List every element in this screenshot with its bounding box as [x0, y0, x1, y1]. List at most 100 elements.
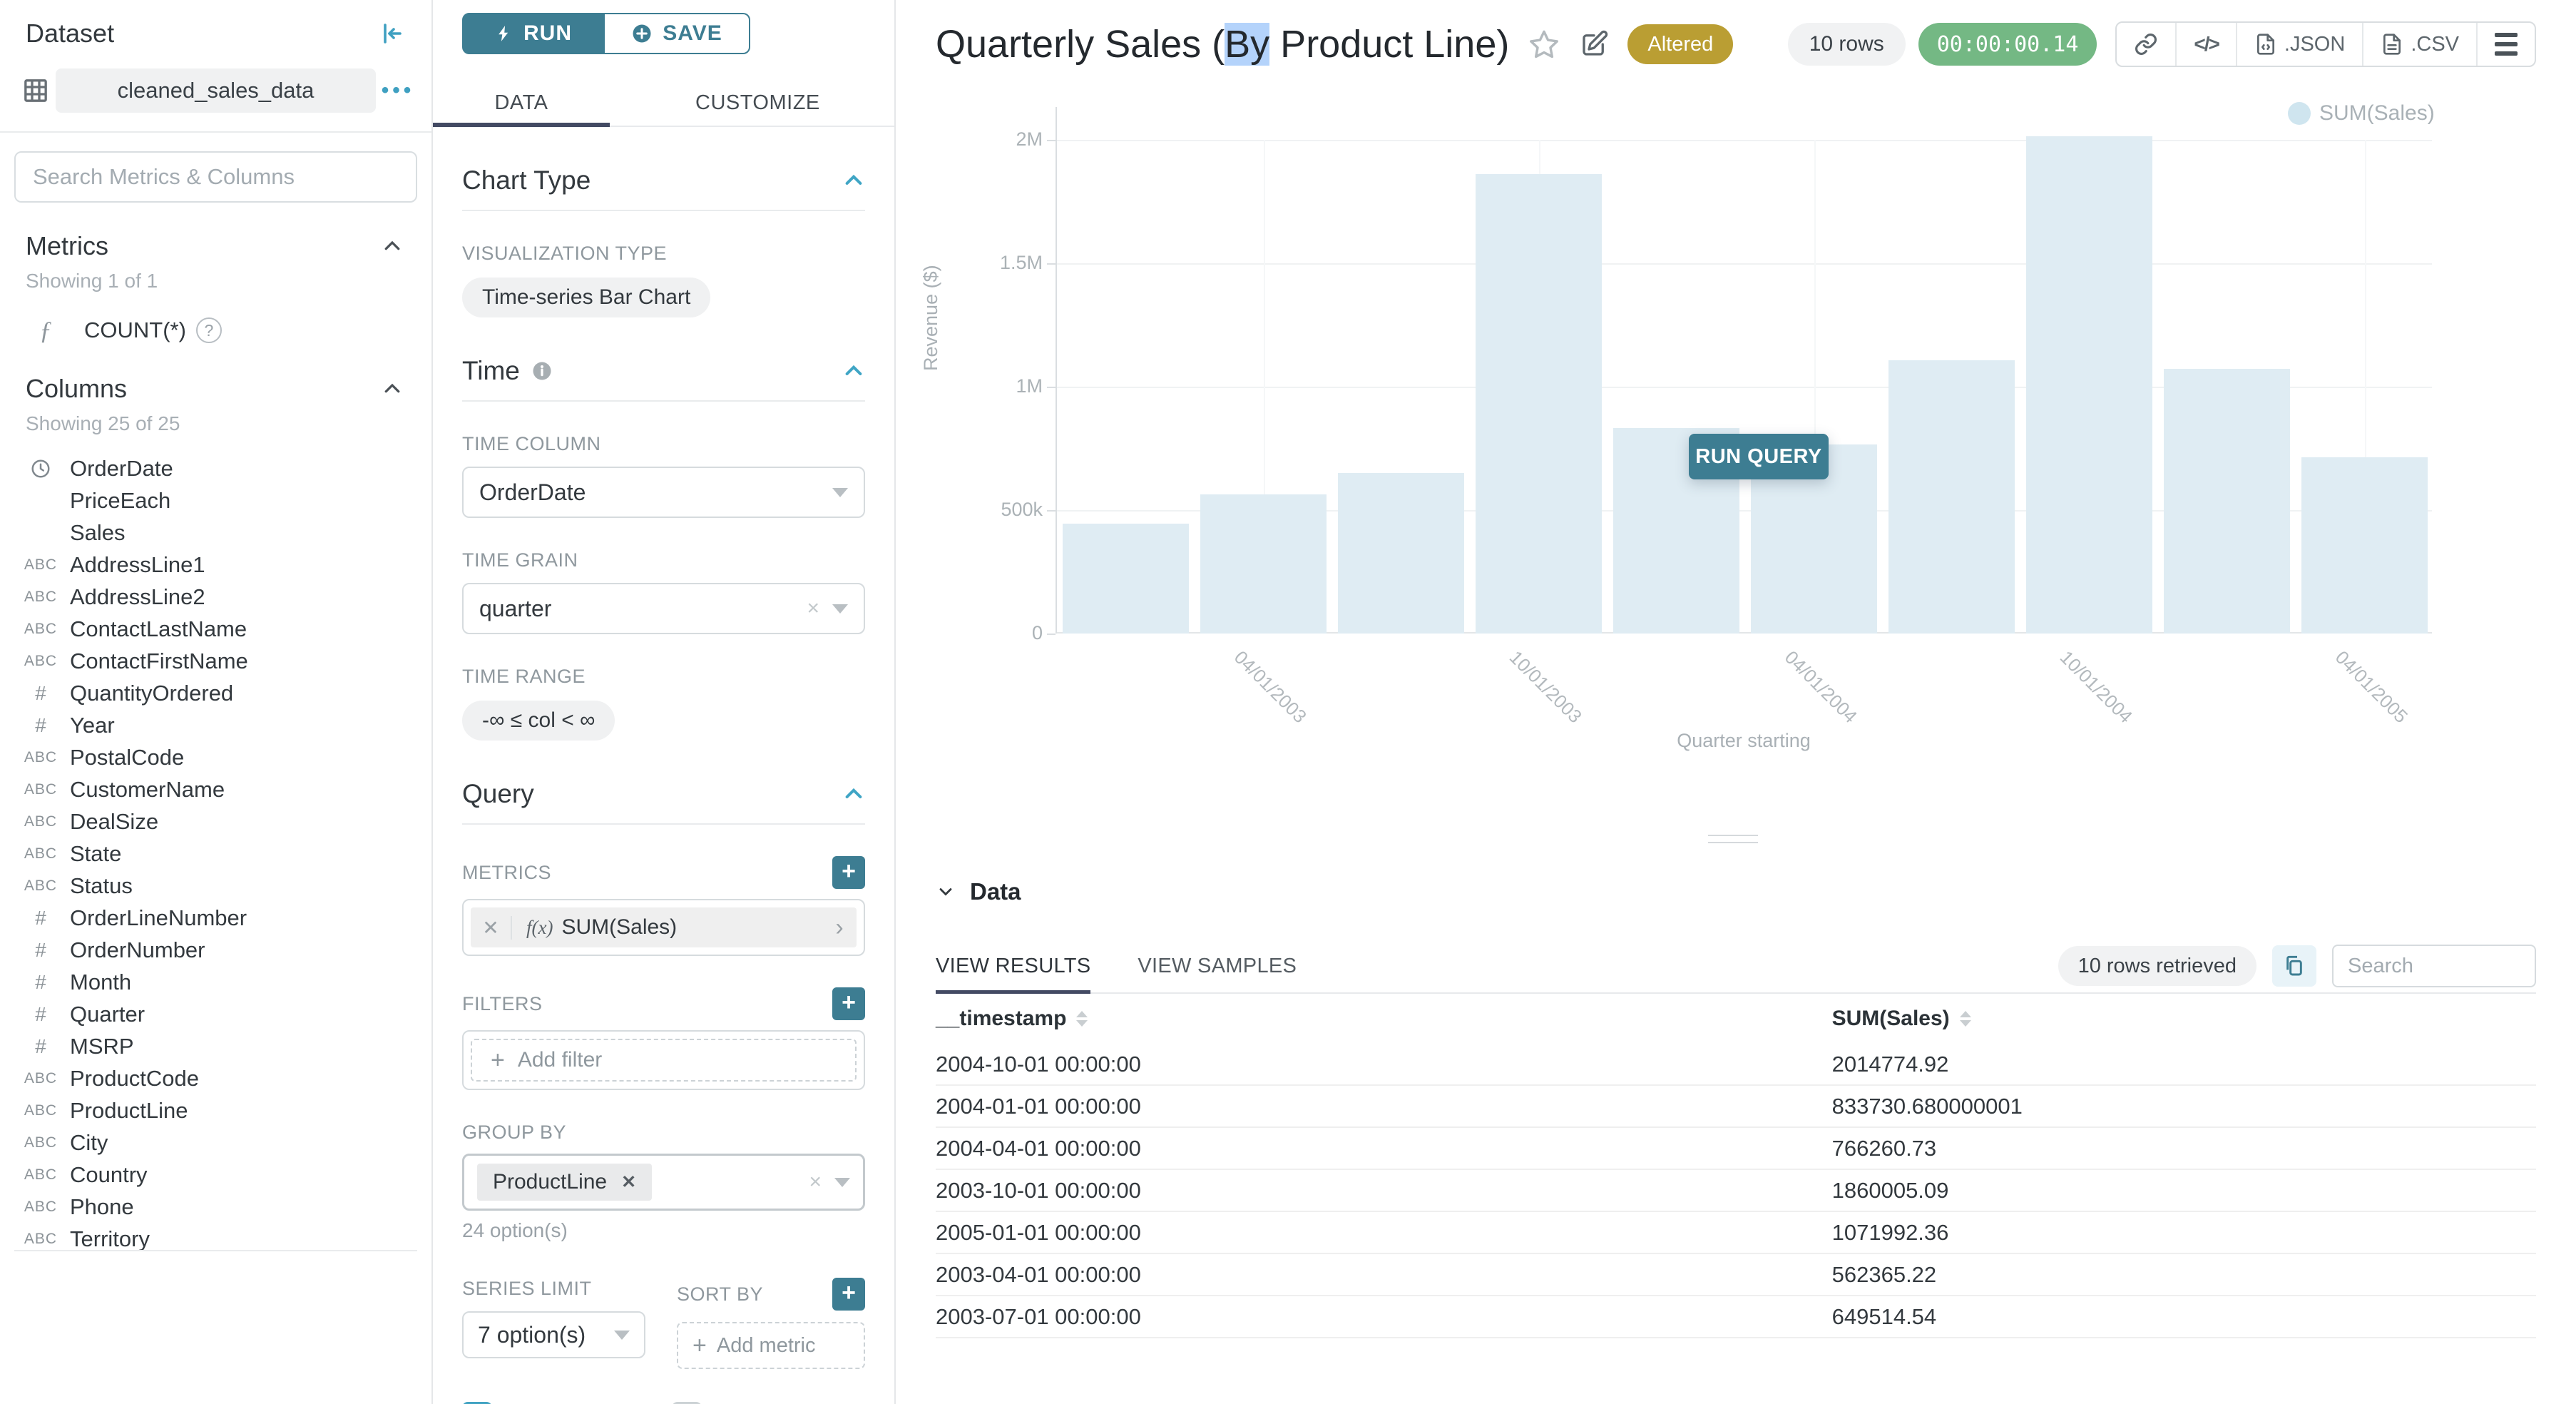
sort-icon[interactable] — [1959, 1011, 1971, 1027]
page-title[interactable]: Quarterly Sales (By Product Line) — [936, 23, 1510, 66]
contribution-checkbox[interactable]: CONTRIBUTION — [671, 1402, 866, 1404]
results-search-input[interactable] — [2348, 954, 2520, 978]
dataset-more-menu[interactable]: ••• — [381, 78, 415, 102]
column-item[interactable]: ABC ContactLastName — [0, 613, 431, 645]
chevron-right-icon[interactable]: › — [835, 913, 844, 941]
chevron-up-icon[interactable] — [842, 360, 865, 382]
time-grain-select[interactable]: quarter × — [462, 583, 865, 634]
column-item[interactable]: ABC ContactFirstName — [0, 645, 431, 677]
chart-menu-button[interactable] — [2476, 23, 2535, 66]
copy-link-button[interactable] — [2117, 23, 2175, 66]
group-by-chip[interactable]: ProductLine ✕ — [477, 1164, 653, 1201]
tab-data[interactable]: DATA — [433, 80, 610, 127]
export-csv-button[interactable]: .CSV — [2362, 23, 2476, 66]
chevron-down-icon — [939, 888, 952, 896]
collapse-columns-icon[interactable] — [382, 378, 403, 400]
add-filter-button[interactable]: + — [832, 987, 865, 1020]
favorite-star-icon[interactable] — [1528, 28, 1560, 61]
sidebar-search[interactable] — [14, 151, 417, 203]
column-item[interactable]: ABC AddressLine1 — [0, 549, 431, 581]
column-item[interactable]: ABC State — [0, 838, 431, 870]
column-item[interactable]: OrderDate — [0, 452, 431, 484]
edit-title-icon[interactable] — [1579, 29, 1609, 59]
table-row[interactable]: 2004-04-01 00:00:00 766260.73 — [936, 1128, 2536, 1170]
clear-icon[interactable]: × — [807, 596, 819, 620]
table-row[interactable]: 2005-01-01 00:00:00 1071992.36 — [936, 1212, 2536, 1254]
data-section-toggle[interactable]: Data — [936, 878, 2536, 905]
column-item[interactable]: # MSRP — [0, 1030, 431, 1062]
tab-view-results[interactable]: VIEW RESULTS — [936, 940, 1091, 994]
column-item[interactable]: ABC DealSize — [0, 805, 431, 838]
altered-badge[interactable]: Altered — [1627, 24, 1734, 64]
bar-2003-01-01[interactable] — [1062, 524, 1190, 634]
time-range-value[interactable]: -∞ ≤ col < ∞ — [462, 701, 615, 741]
add-metric-button[interactable]: + — [832, 856, 865, 889]
copy-results-button[interactable] — [2272, 945, 2316, 987]
sort-by-dropzone[interactable]: + Add metric — [677, 1322, 865, 1369]
column-item[interactable]: PriceEach — [0, 484, 431, 517]
column-item[interactable]: # OrderLineNumber — [0, 902, 431, 934]
panel-resize-handle[interactable] — [1708, 835, 1758, 849]
bar-2005-04-01[interactable] — [2301, 457, 2428, 634]
tab-view-samples[interactable]: VIEW SAMPLES — [1138, 954, 1297, 977]
results-search[interactable] — [2332, 945, 2536, 987]
chevron-down-icon — [834, 1177, 850, 1187]
remove-chip-icon[interactable]: ✕ — [621, 1172, 637, 1192]
bar-2003-04-01[interactable] — [1200, 494, 1327, 634]
bar-2003-07-01[interactable] — [1337, 473, 1465, 634]
column-item[interactable]: ABC ProductLine — [0, 1094, 431, 1126]
add-sort-metric-button[interactable]: + — [832, 1278, 865, 1311]
table-row[interactable]: 2003-10-01 00:00:00 1860005.09 — [936, 1170, 2536, 1212]
dataset-name-button[interactable]: cleaned_sales_data — [56, 68, 376, 113]
bar-2003-10-01[interactable] — [1475, 174, 1603, 634]
embed-code-button[interactable]: </> — [2175, 23, 2235, 66]
tab-customize[interactable]: CUSTOMIZE — [695, 91, 820, 114]
column-header-timestamp[interactable]: __timestamp — [936, 1007, 1832, 1031]
remove-metric-icon[interactable]: ✕ — [471, 915, 512, 940]
bar-2005-01-01[interactable] — [2163, 369, 2291, 634]
metric-chip[interactable]: ✕ f(x) SUM(Sales) › — [471, 907, 857, 947]
chart-legend[interactable]: SUM(Sales) — [2288, 101, 2435, 126]
export-json-button[interactable]: .JSON — [2235, 23, 2362, 66]
column-item[interactable]: # OrderNumber — [0, 934, 431, 966]
collapse-sidebar-icon[interactable] — [379, 21, 404, 46]
series-limit-select[interactable]: 7 option(s) — [462, 1311, 646, 1358]
clear-icon[interactable]: × — [809, 1170, 822, 1194]
run-query-button[interactable]: RUN QUERY — [1689, 434, 1829, 479]
metric-item[interactable]: ƒ COUNT(*) ? — [0, 315, 431, 345]
run-button[interactable]: RUN — [462, 13, 605, 54]
column-item[interactable]: # Year — [0, 709, 431, 741]
column-item[interactable]: ABC AddressLine2 — [0, 581, 431, 613]
column-item[interactable]: ABC PostalCode — [0, 741, 431, 773]
save-button[interactable]: SAVE — [605, 13, 750, 54]
column-item[interactable]: ABC Territory — [0, 1223, 431, 1255]
column-item[interactable]: ABC ProductCode — [0, 1062, 431, 1094]
chevron-up-icon[interactable] — [842, 783, 865, 805]
table-row[interactable]: 2003-07-01 00:00:00 649514.54 — [936, 1296, 2536, 1338]
column-item[interactable]: # Quarter — [0, 998, 431, 1030]
table-row[interactable]: 2004-10-01 00:00:00 2014774.92 — [936, 1044, 2536, 1086]
column-item[interactable]: Sales — [0, 517, 431, 549]
search-metrics-columns-input[interactable] — [33, 164, 399, 190]
column-item[interactable]: ABC CustomerName — [0, 773, 431, 805]
sort-icon[interactable] — [1076, 1011, 1088, 1027]
column-header-sum-sales[interactable]: SUM(Sales) — [1832, 1007, 2536, 1031]
column-item[interactable]: ABC Phone — [0, 1191, 431, 1223]
table-row[interactable]: 2003-04-01 00:00:00 562365.22 — [936, 1254, 2536, 1296]
sort-descending-checkbox[interactable]: SORT DESCENDING — [462, 1402, 640, 1404]
column-item[interactable]: # Month — [0, 966, 431, 998]
column-item[interactable]: ABC Status — [0, 870, 431, 902]
add-filter-dropzone[interactable]: + Add filter — [471, 1039, 857, 1082]
table-row[interactable]: 2004-01-01 00:00:00 833730.680000001 — [936, 1086, 2536, 1128]
column-item[interactable]: ABC Country — [0, 1159, 431, 1191]
chevron-up-icon[interactable] — [842, 169, 865, 192]
column-item[interactable]: # QuantityOrdered — [0, 677, 431, 709]
viz-type-value[interactable]: Time-series Bar Chart — [462, 278, 711, 317]
bar-2004-07-01[interactable] — [1888, 360, 2015, 634]
y-tick-label: 1.5M — [999, 252, 1043, 273]
bar-2004-10-01[interactable] — [2025, 136, 2153, 634]
collapse-metrics-icon[interactable] — [382, 235, 403, 257]
group-by-select[interactable]: ProductLine ✕ × — [462, 1154, 865, 1211]
time-column-select[interactable]: OrderDate — [462, 467, 865, 518]
column-item[interactable]: ABC City — [0, 1126, 431, 1159]
